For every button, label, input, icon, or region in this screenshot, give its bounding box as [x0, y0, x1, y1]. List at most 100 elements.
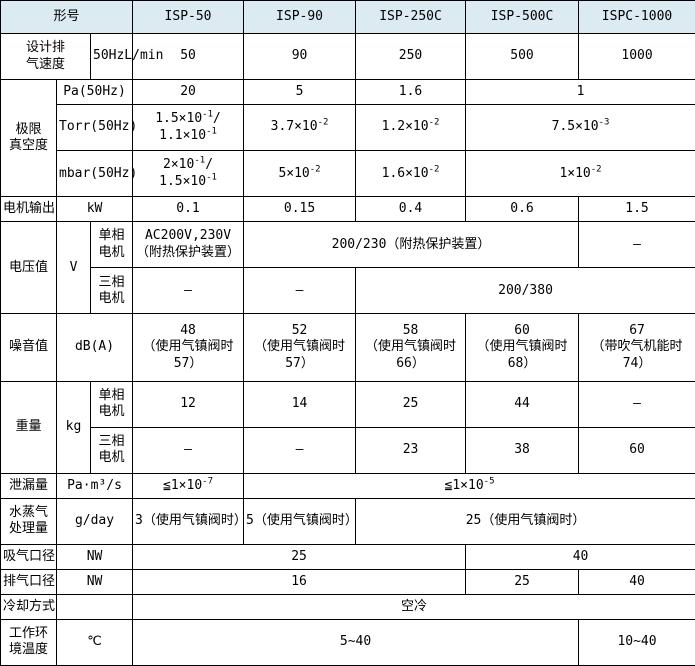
header-model-isp90: ISP-90	[243, 0, 357, 34]
cell-weight-three-isp50: –	[132, 426, 245, 474]
leak-isp50-exp: -7	[202, 476, 214, 487]
table-row-noise: 噪音值 dB(A) 48 （使用气镇阀时57） 52 （使用气镇阀时57） 58…	[0, 313, 695, 382]
cell-noise-isp50: 48 （使用气镇阀时57）	[132, 313, 245, 382]
cell-vacuum-pa-isp50: 20	[132, 79, 245, 106]
cell-voltage-three-isp90: –	[243, 267, 357, 315]
cell-weight-single-isp50: 12	[132, 380, 245, 428]
cell-design-speed-isp500c: 500	[465, 32, 580, 81]
cell-voltage-single-isp50: AC200V,230V （附热保护装置）	[132, 221, 245, 269]
table-row-motor-output: 电机输出 kW 0.1 0.15 0.4 0.6 1.5	[0, 196, 695, 223]
header-model-isp500c: ISP-500C	[465, 0, 580, 34]
table-row-ultimate-vacuum-pa: 极限 真空度 Pa(50Hz) 20 5 1.6 1	[0, 79, 695, 198]
table-header: 形号 ISP-50 ISP-90 ISP-250C ISP-500C ISPC-…	[0, 0, 695, 34]
row-sublabel-voltage-three-phase: 三相 电机	[89, 267, 134, 315]
cell-weight-single-isp500c: 44	[465, 380, 580, 428]
row-label-ambient-temp: 工作环 境温度	[0, 618, 57, 666]
table-row-leak-rate: 泄漏量 Pa·m³/s ≦1×10-7 ≦1×10-5	[0, 472, 695, 499]
cell-weight-three-ispc1000: 60	[578, 426, 695, 474]
table-row-weight-single-phase: 重量 kg 单相 电机 12 14 25 44 –	[0, 380, 695, 474]
row-label-design-speed: 设计排 气速度	[0, 32, 91, 81]
cell-vacuum-mbar-isp50: 2×10-1/ 1.5×10-1	[132, 150, 245, 198]
mbar-isp50-exp2: -1	[206, 172, 217, 183]
torr-isp50-base2: 1.1×10	[159, 127, 207, 143]
torr-isp50-exp1: -1	[202, 110, 214, 121]
row-unit-vacuum-pa: Pa(50Hz)	[55, 79, 134, 106]
cell-outlet-port-ispc1000: 40	[578, 568, 695, 595]
cell-motor-output-isp90: 0.15	[243, 196, 357, 223]
cell-leak-rate-isp50: ≦1×10-7	[132, 472, 245, 499]
table-row-inlet-port: 吸气口径 NW 25 40	[0, 543, 695, 570]
row-unit-outlet-port: NW	[55, 568, 134, 595]
vacuum-torr-isp50-line2: 1.1×10-1	[135, 127, 241, 144]
cell-vacuum-torr-merged-last2: 7.5×10-3	[465, 104, 695, 152]
cell-motor-output-isp500c: 0.6	[465, 196, 580, 223]
row-unit-voltage: V	[56, 221, 91, 315]
header-model-label: 形号	[0, 0, 134, 34]
row-unit-cooling	[55, 593, 134, 620]
header-row: 形号 ISP-50 ISP-90 ISP-250C ISP-500C ISPC-…	[0, 0, 695, 34]
cell-water-vapor-merged-last3: 25（使用气镇阀时）	[355, 497, 695, 545]
table-row-water-vapor: 水蒸气 处理量 g/day 3（使用气镇阀时） 5（使用气镇阀时） 25（使用气…	[0, 497, 695, 545]
torr-isp50-base1: 1.5×10	[155, 111, 203, 127]
mbar-merged-base: 1×10	[559, 165, 591, 181]
row-label-inlet-port: 吸气口径	[0, 543, 57, 570]
row-unit-weight: kg	[56, 380, 91, 474]
table-row-voltage-three-phase: 三相 电机 – – 200/380	[1, 267, 695, 315]
cell-design-speed-isp250c: 250	[355, 32, 467, 81]
cell-vacuum-mbar-isp250c: 1.6×10-2	[355, 150, 467, 198]
torr-isp250c-exp: -2	[428, 118, 440, 129]
row-label-leak-rate: 泄漏量	[0, 472, 57, 499]
cell-vacuum-pa-isp90: 5	[243, 79, 357, 106]
cell-vacuum-torr-isp250c: 1.2×10-2	[355, 104, 467, 152]
leak-isp50-base: ≦1×10	[163, 477, 203, 493]
cell-inlet-port-merged-last2: 40	[465, 543, 695, 570]
row-sublabel-weight-single-phase: 单相 电机	[89, 380, 134, 428]
torr-merged-base: 7.5×10	[551, 119, 599, 135]
cell-voltage-single-ispc1000: –	[578, 221, 695, 269]
header-model-isp50: ISP-50	[132, 0, 245, 34]
cell-design-speed-isp50: 50	[132, 32, 245, 81]
cell-voltage-three-isp50: –	[132, 267, 245, 315]
row-label-cooling: 冷却方式	[0, 593, 57, 620]
cell-weight-three-isp250c: 23	[355, 426, 467, 474]
cell-voltage-three-merged-last3: 200/380	[355, 267, 695, 315]
vacuum-mbar-isp50-line2: 1.5×10-1	[135, 172, 241, 190]
cell-ambient-temp-ispc1000: 10~40	[578, 618, 695, 666]
mbar-isp250c-exp: -2	[428, 164, 440, 175]
torr-merged-exp: -3	[598, 118, 610, 129]
table-row-weight-three-phase: 三相 电机 – – 23 38 60	[1, 426, 695, 474]
vacuum-torr-isp50-line1: 1.5×10-1/	[135, 111, 241, 127]
table-body: 设计排 气速度 50HzL/min 50 90 250 500 1000 极限 …	[0, 32, 695, 666]
cell-motor-output-isp250c: 0.4	[355, 196, 467, 223]
cell-weight-single-isp250c: 25	[355, 380, 467, 428]
torr-isp50-sep: /	[213, 111, 221, 127]
torr-isp90-base: 3.7×10	[270, 119, 318, 135]
mbar-isp50-base2: 1.5×10	[159, 173, 207, 189]
row-unit-leak-rate: Pa·m³/s	[55, 472, 134, 499]
torr-isp250c-base: 1.2×10	[381, 119, 429, 135]
row-unit-vacuum-torr: Torr(50Hz)	[55, 104, 137, 152]
row-unit-inlet-port: NW	[55, 543, 134, 570]
header-model-isp250c: ISP-250C	[355, 0, 467, 34]
cell-vacuum-pa-merged-last2: 1	[465, 79, 695, 106]
table-row-outlet-port: 排气口径 NW 16 25 40	[0, 568, 695, 595]
row-unit-design-speed: 50HzL/min	[89, 32, 163, 81]
torr-isp90-exp: -2	[317, 118, 329, 129]
cell-outlet-port-isp500c: 25	[465, 568, 580, 595]
cell-water-vapor-isp50: 3（使用气镇阀时）	[132, 497, 247, 545]
row-label-motor-output: 电机输出	[0, 196, 57, 223]
table-row-design-speed: 设计排 气速度 50HzL/min 50 90 250 500 1000	[0, 32, 695, 81]
table-row-ultimate-vacuum-mbar: mbar(50Hz) 2×10-1/ 1.5×10-1 5×10-2 1.6×1…	[1, 150, 695, 198]
row-unit-ambient-temp: ℃	[55, 618, 134, 666]
row-sublabel-weight-three-phase: 三相 电机	[89, 426, 134, 474]
cell-inlet-port-merged-first3: 25	[132, 543, 467, 570]
row-unit-motor-output: kW	[55, 196, 134, 223]
header-model-ispc1000: ISPC-1000	[578, 0, 695, 34]
row-unit-water-vapor: g/day	[55, 497, 134, 545]
row-unit-noise: dB(A)	[55, 313, 134, 382]
cell-leak-rate-merged-last4: ≦1×10-5	[243, 472, 695, 499]
row-unit-vacuum-mbar: mbar(50Hz)	[55, 150, 137, 198]
cell-weight-three-isp500c: 38	[465, 426, 580, 474]
mbar-isp90-exp: -2	[309, 164, 321, 175]
cell-motor-output-isp50: 0.1	[132, 196, 245, 223]
